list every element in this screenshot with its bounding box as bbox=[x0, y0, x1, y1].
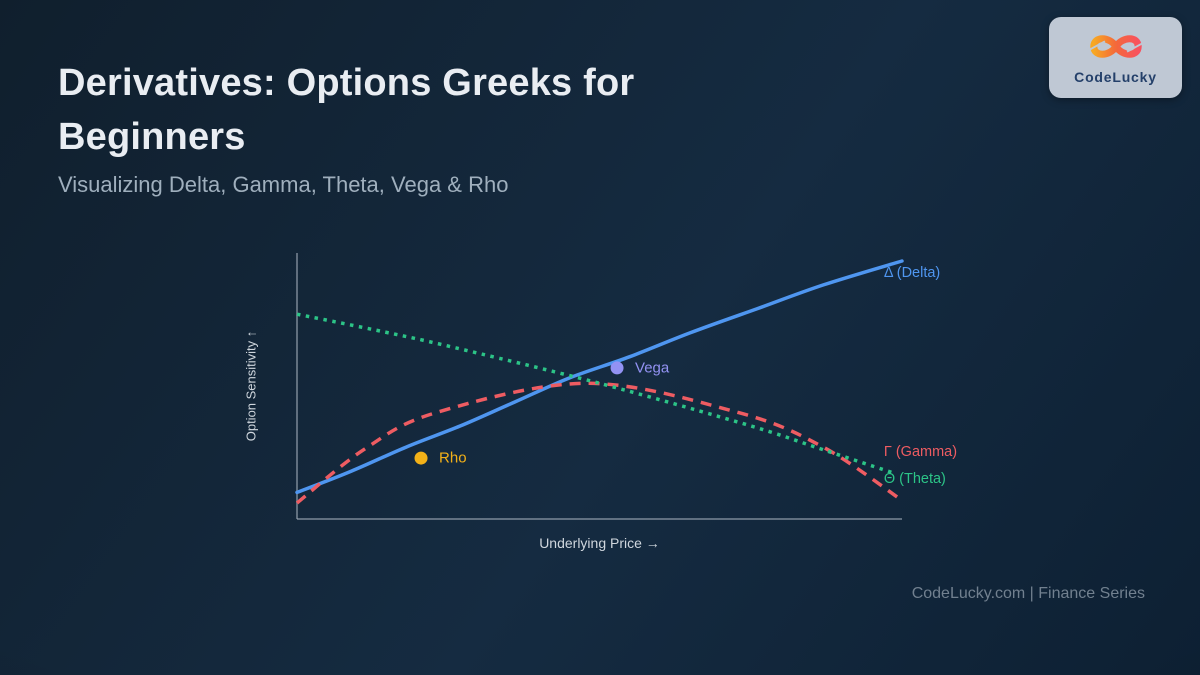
logo-card: CodeLucky bbox=[1049, 17, 1182, 98]
theta-line bbox=[296, 312, 897, 476]
gamma-label: Γ (Gamma) bbox=[883, 443, 958, 460]
delta-line bbox=[295, 259, 904, 495]
chart-plot: Δ (Delta) Γ (Gamma) Θ (Theta) Vega Rho Optio… bbox=[244, 253, 957, 551]
theta-label: Θ (Theta) bbox=[883, 471, 946, 488]
chart-canvas bbox=[295, 253, 904, 520]
delta-label: Δ (Delta) bbox=[883, 264, 941, 281]
vega-label: Vega bbox=[635, 359, 670, 377]
footer-credit: CodeLucky.com | Finance Series bbox=[911, 585, 1145, 602]
rho-label: Rho bbox=[439, 449, 467, 467]
rho-marker-dot bbox=[414, 451, 428, 465]
brand-name: CodeLucky bbox=[1074, 69, 1157, 85]
gamma-line bbox=[295, 381, 903, 505]
y-axis-label: Option Sensitivity ↑ bbox=[243, 330, 259, 442]
x-axis-label: Underlying Price → bbox=[539, 535, 660, 551]
vega-marker-dot bbox=[610, 361, 624, 375]
page-title: Derivatives: Options Greeks for Beginner… bbox=[58, 62, 635, 158]
page-subtitle: Visualizing Delta, Gamma, Theta, Vega & … bbox=[58, 172, 509, 197]
infinity-icon bbox=[1079, 30, 1153, 68]
